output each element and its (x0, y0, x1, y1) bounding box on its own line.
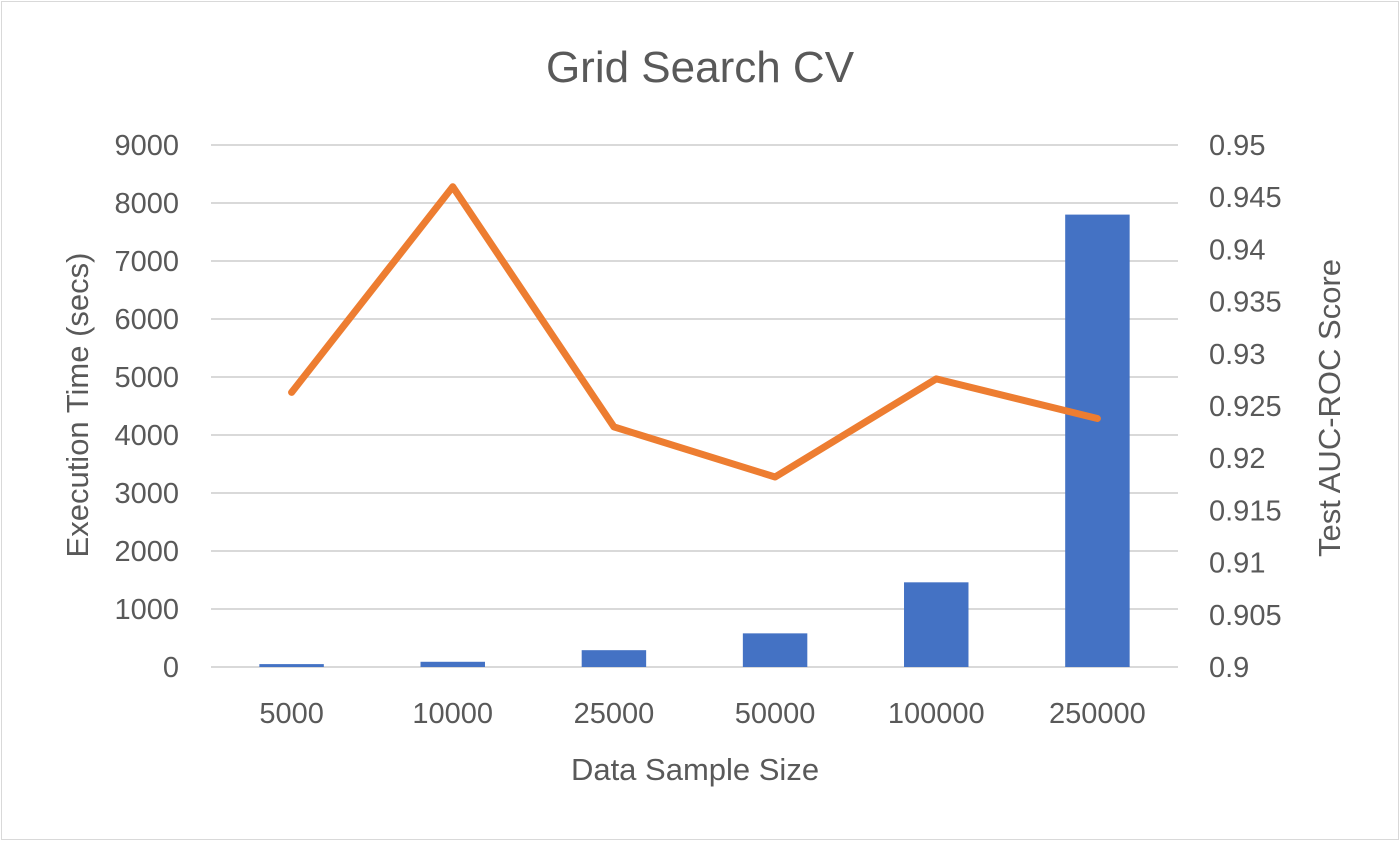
left-tick-label: 1000 (114, 594, 179, 626)
auc-line (288, 183, 1101, 481)
x-tick-label: 50000 (735, 698, 816, 730)
bar (742, 633, 808, 667)
right-axis-title: Test AUC-ROC Score (1312, 259, 1347, 557)
right-tick-label: 0.945 (1209, 182, 1282, 214)
left-tick-label: 3000 (114, 478, 179, 510)
right-tick-label: 0.935 (1209, 287, 1282, 319)
left-tick-label: 2000 (114, 536, 179, 568)
right-tick-label: 0.94 (1209, 234, 1265, 266)
x-tick-label: 100000 (888, 698, 985, 730)
left-tick-label: 8000 (114, 188, 179, 220)
bar (259, 664, 324, 667)
right-tick-label: 0.91 (1209, 548, 1265, 580)
chart-title: Grid Search CV (546, 43, 855, 92)
line-series (288, 183, 1101, 481)
left-tick-label: 4000 (114, 420, 179, 452)
line-point (935, 378, 937, 380)
right-tick-label: 0.915 (1209, 495, 1282, 527)
right-tick-label: 0.95 (1209, 130, 1265, 162)
bar (581, 650, 647, 667)
x-tick-label: 5000 (259, 698, 324, 730)
x-tick-label: 10000 (412, 698, 493, 730)
bar (420, 661, 485, 667)
line-point (291, 391, 293, 393)
right-tick-label: 0.92 (1209, 443, 1265, 475)
left-axis-ticks: 0 1000 2000 3000 4000 5000 6000 7000 8000 9000 (114, 130, 179, 684)
line-point (452, 186, 454, 188)
right-tick-label: 0.93 (1209, 339, 1265, 371)
line-point (1096, 418, 1098, 420)
x-axis-ticks: 5000 10000 25000 50000 100000 250000 (259, 698, 1145, 730)
bar-series (259, 214, 1130, 667)
line-point (774, 476, 776, 478)
bar (1065, 214, 1130, 667)
right-axis-ticks: 0.9 0.905 0.91 0.915 0.92 0.925 0.93 0.935 0.94 0… (1209, 130, 1282, 684)
right-tick-label: 0.9 (1209, 652, 1249, 684)
x-axis-title: Data Sample Size (571, 752, 819, 787)
x-tick-label: 25000 (574, 698, 655, 730)
left-tick-label: 5000 (114, 362, 179, 394)
right-tick-label: 0.905 (1209, 600, 1282, 632)
left-tick-label: 0 (163, 652, 179, 684)
left-tick-label: 7000 (114, 246, 179, 278)
left-tick-label: 9000 (114, 130, 179, 162)
line-point (613, 426, 615, 428)
left-tick-label: 6000 (114, 304, 179, 336)
left-axis-title: Execution Time (secs) (60, 253, 95, 558)
gridlines (211, 144, 1178, 668)
x-tick-label: 250000 (1049, 698, 1146, 730)
right-tick-label: 0.925 (1209, 391, 1282, 423)
bar (904, 582, 969, 667)
